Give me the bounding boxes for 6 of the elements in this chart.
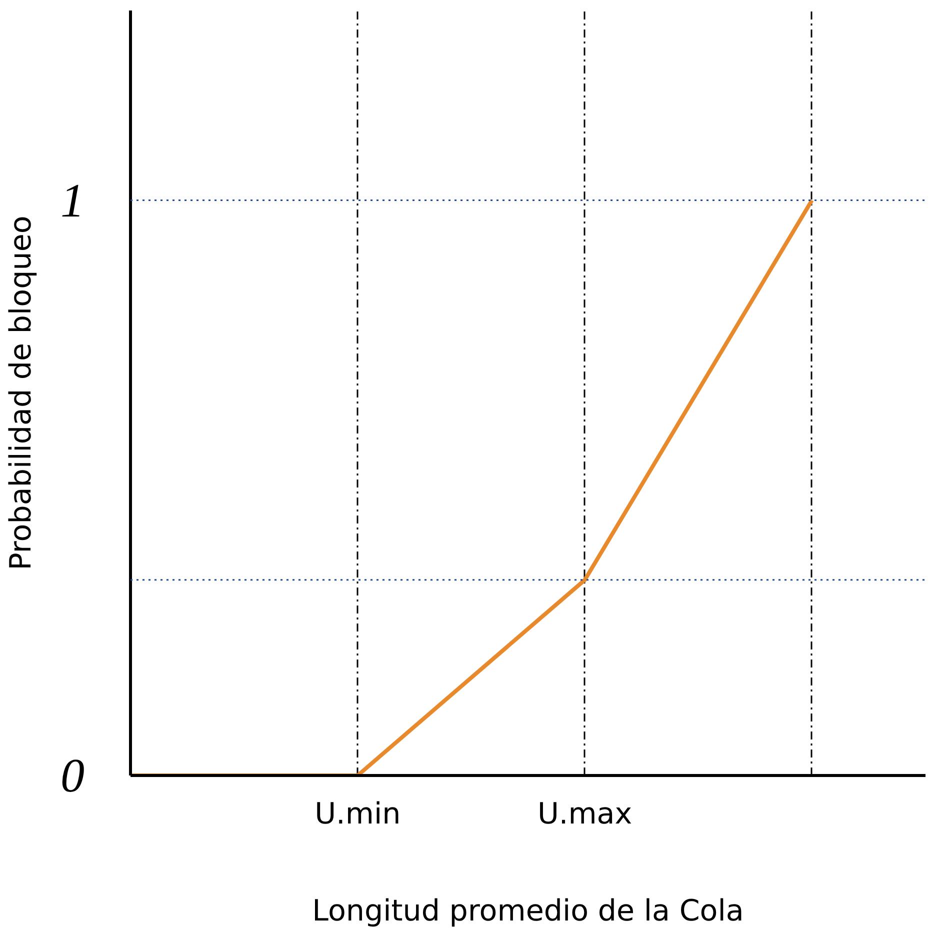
x-tick-label: U.max [537, 796, 632, 830]
y-tick-label: 0 [60, 750, 84, 802]
y-axis-title: Probabilidad de bloqueo [4, 216, 38, 570]
x-axis-title: Longitud promedio de la Cola [312, 894, 744, 928]
x-tick-label: U.min [314, 796, 401, 830]
y-tick-label: 1 [60, 174, 84, 228]
